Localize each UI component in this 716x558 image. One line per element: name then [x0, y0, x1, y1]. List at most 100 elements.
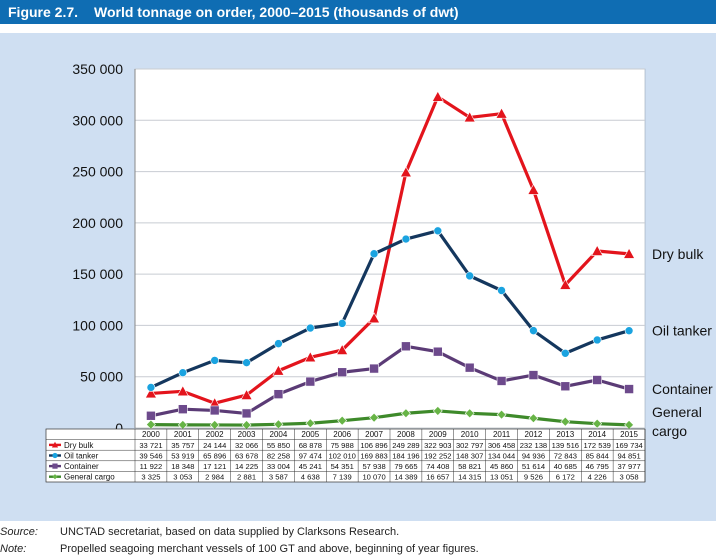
- series-end-label: General cargo: [652, 404, 702, 439]
- data-point-general-cargo: [560, 416, 571, 427]
- y-tick-label: 100 000: [72, 317, 123, 333]
- data-label: 302 797: [456, 441, 483, 450]
- data-point-dry-bulk: [495, 107, 508, 119]
- data-point-container: [592, 375, 602, 385]
- data-point-dry-bulk: [591, 244, 604, 256]
- data-point-oil-tanker: [274, 339, 283, 348]
- data-point-dry-bulk: [272, 364, 285, 376]
- data-label: 7 139: [333, 473, 352, 482]
- data-label: 14 225: [235, 462, 258, 471]
- data-point-container: [209, 405, 220, 416]
- data-label: 3 058: [620, 473, 639, 482]
- series-line-general-cargo: [150, 409, 630, 427]
- data-label: 3 587: [269, 473, 288, 482]
- data-point-oil-tanker: [497, 286, 506, 295]
- figure-number: Figure 2.7.: [8, 4, 79, 20]
- data-label: 148 307: [456, 451, 483, 460]
- data-point-container: [305, 376, 316, 387]
- x-tick-label: 2006: [333, 430, 351, 439]
- data-point-container: [464, 362, 475, 373]
- data-label: 65 896: [203, 451, 226, 460]
- data-point-container: [241, 408, 252, 419]
- x-tick-label: 2012: [525, 430, 543, 439]
- data-label: 45 860: [490, 462, 513, 471]
- data-point-oil-tanker: [210, 356, 219, 365]
- x-tick-label: 2011: [493, 430, 511, 439]
- data-label: 39 546: [139, 451, 162, 460]
- data-label: 94 936: [522, 451, 545, 460]
- data-label: 57 938: [362, 462, 385, 471]
- data-label: 68 878: [299, 441, 322, 450]
- data-label: 11 922: [140, 462, 163, 471]
- series-end-label: Container: [652, 381, 713, 397]
- data-label: 139 516: [552, 441, 579, 450]
- data-point-container: [624, 384, 634, 394]
- note-label: Note:: [0, 543, 27, 555]
- y-tick-label: 150 000: [72, 266, 123, 282]
- data-point-oil-tanker: [146, 383, 156, 392]
- data-point-oil-tanker: [592, 335, 602, 345]
- data-label: 72 843: [554, 451, 577, 460]
- y-tick-label: 200 000: [72, 215, 123, 231]
- data-label: 37 977: [617, 462, 640, 471]
- data-label: 58 821: [458, 462, 481, 471]
- data-label: 33 004: [267, 462, 290, 471]
- x-tick-label: 2009: [429, 430, 447, 439]
- source-label: Source:: [0, 526, 38, 538]
- data-point-container: [560, 381, 571, 392]
- data-label: 169 734: [615, 441, 642, 450]
- data-label: 32 066: [235, 441, 258, 450]
- y-tick-label: 0: [115, 420, 123, 436]
- data-point-oil-tanker: [401, 234, 411, 244]
- figure-title: World tonnage on order, 2000–2015 (thous…: [94, 4, 459, 20]
- x-tick-label: 2010: [461, 430, 479, 439]
- series-line-oil-tanker: [150, 229, 630, 389]
- data-label: 51 614: [522, 462, 545, 471]
- data-point-general-cargo: [432, 405, 443, 416]
- legend-entry: Dry bulk: [64, 441, 94, 450]
- legend-entry: Container: [64, 462, 99, 471]
- data-point-oil-tanker: [624, 326, 634, 336]
- y-tick-label: 350 000: [72, 61, 123, 77]
- line-chart: 0 50 000 100 000 150 000 200 000 250 000 300 0…: [45, 61, 713, 483]
- x-tick-label: 2003: [238, 430, 256, 439]
- data-table: [45, 428, 646, 483]
- data-label: 184 196: [392, 451, 419, 460]
- y-tick-label: 50 000: [80, 369, 123, 385]
- data-label: 94 851: [617, 451, 640, 460]
- x-tick-label: 2005: [301, 430, 319, 439]
- data-point-dry-bulk: [431, 90, 444, 102]
- data-point-dry-bulk: [144, 387, 157, 399]
- data-label: 249 289: [392, 441, 419, 450]
- data-label: 134 044: [488, 451, 515, 460]
- x-tick-label: 2004: [270, 430, 288, 439]
- data-label: 79 665: [394, 462, 417, 471]
- data-label: 9 526: [524, 473, 543, 482]
- data-label: 232 138: [520, 441, 547, 450]
- data-point-general-cargo: [305, 418, 316, 429]
- legend-marker: [51, 441, 59, 448]
- data-point-oil-tanker: [242, 358, 251, 367]
- data-point-dry-bulk: [463, 111, 476, 123]
- data-point-container: [496, 376, 507, 386]
- data-point-oil-tanker: [337, 319, 347, 328]
- data-label: 3 325: [141, 473, 160, 482]
- data-point-dry-bulk: [559, 278, 572, 290]
- data-label: 102 010: [328, 451, 355, 460]
- data-label: 169 883: [360, 451, 387, 460]
- x-tick-label: 2008: [397, 430, 415, 439]
- data-label: 55 850: [267, 441, 290, 450]
- x-tick-label: 2001: [174, 430, 192, 439]
- data-label: 85 844: [586, 451, 609, 460]
- data-label: 106 896: [360, 441, 387, 450]
- data-point-oil-tanker: [306, 323, 315, 333]
- data-point-container: [337, 367, 347, 378]
- data-point-container: [528, 370, 539, 380]
- note-text: Propelled seagoing merchant vessels of 1…: [60, 543, 479, 555]
- data-point-dry-bulk: [304, 351, 317, 363]
- data-label: 46 795: [586, 462, 609, 471]
- data-point-dry-bulk: [240, 388, 253, 400]
- data-point-dry-bulk: [368, 312, 381, 324]
- data-label: 14 315: [458, 473, 481, 482]
- data-label: 75 988: [331, 441, 354, 450]
